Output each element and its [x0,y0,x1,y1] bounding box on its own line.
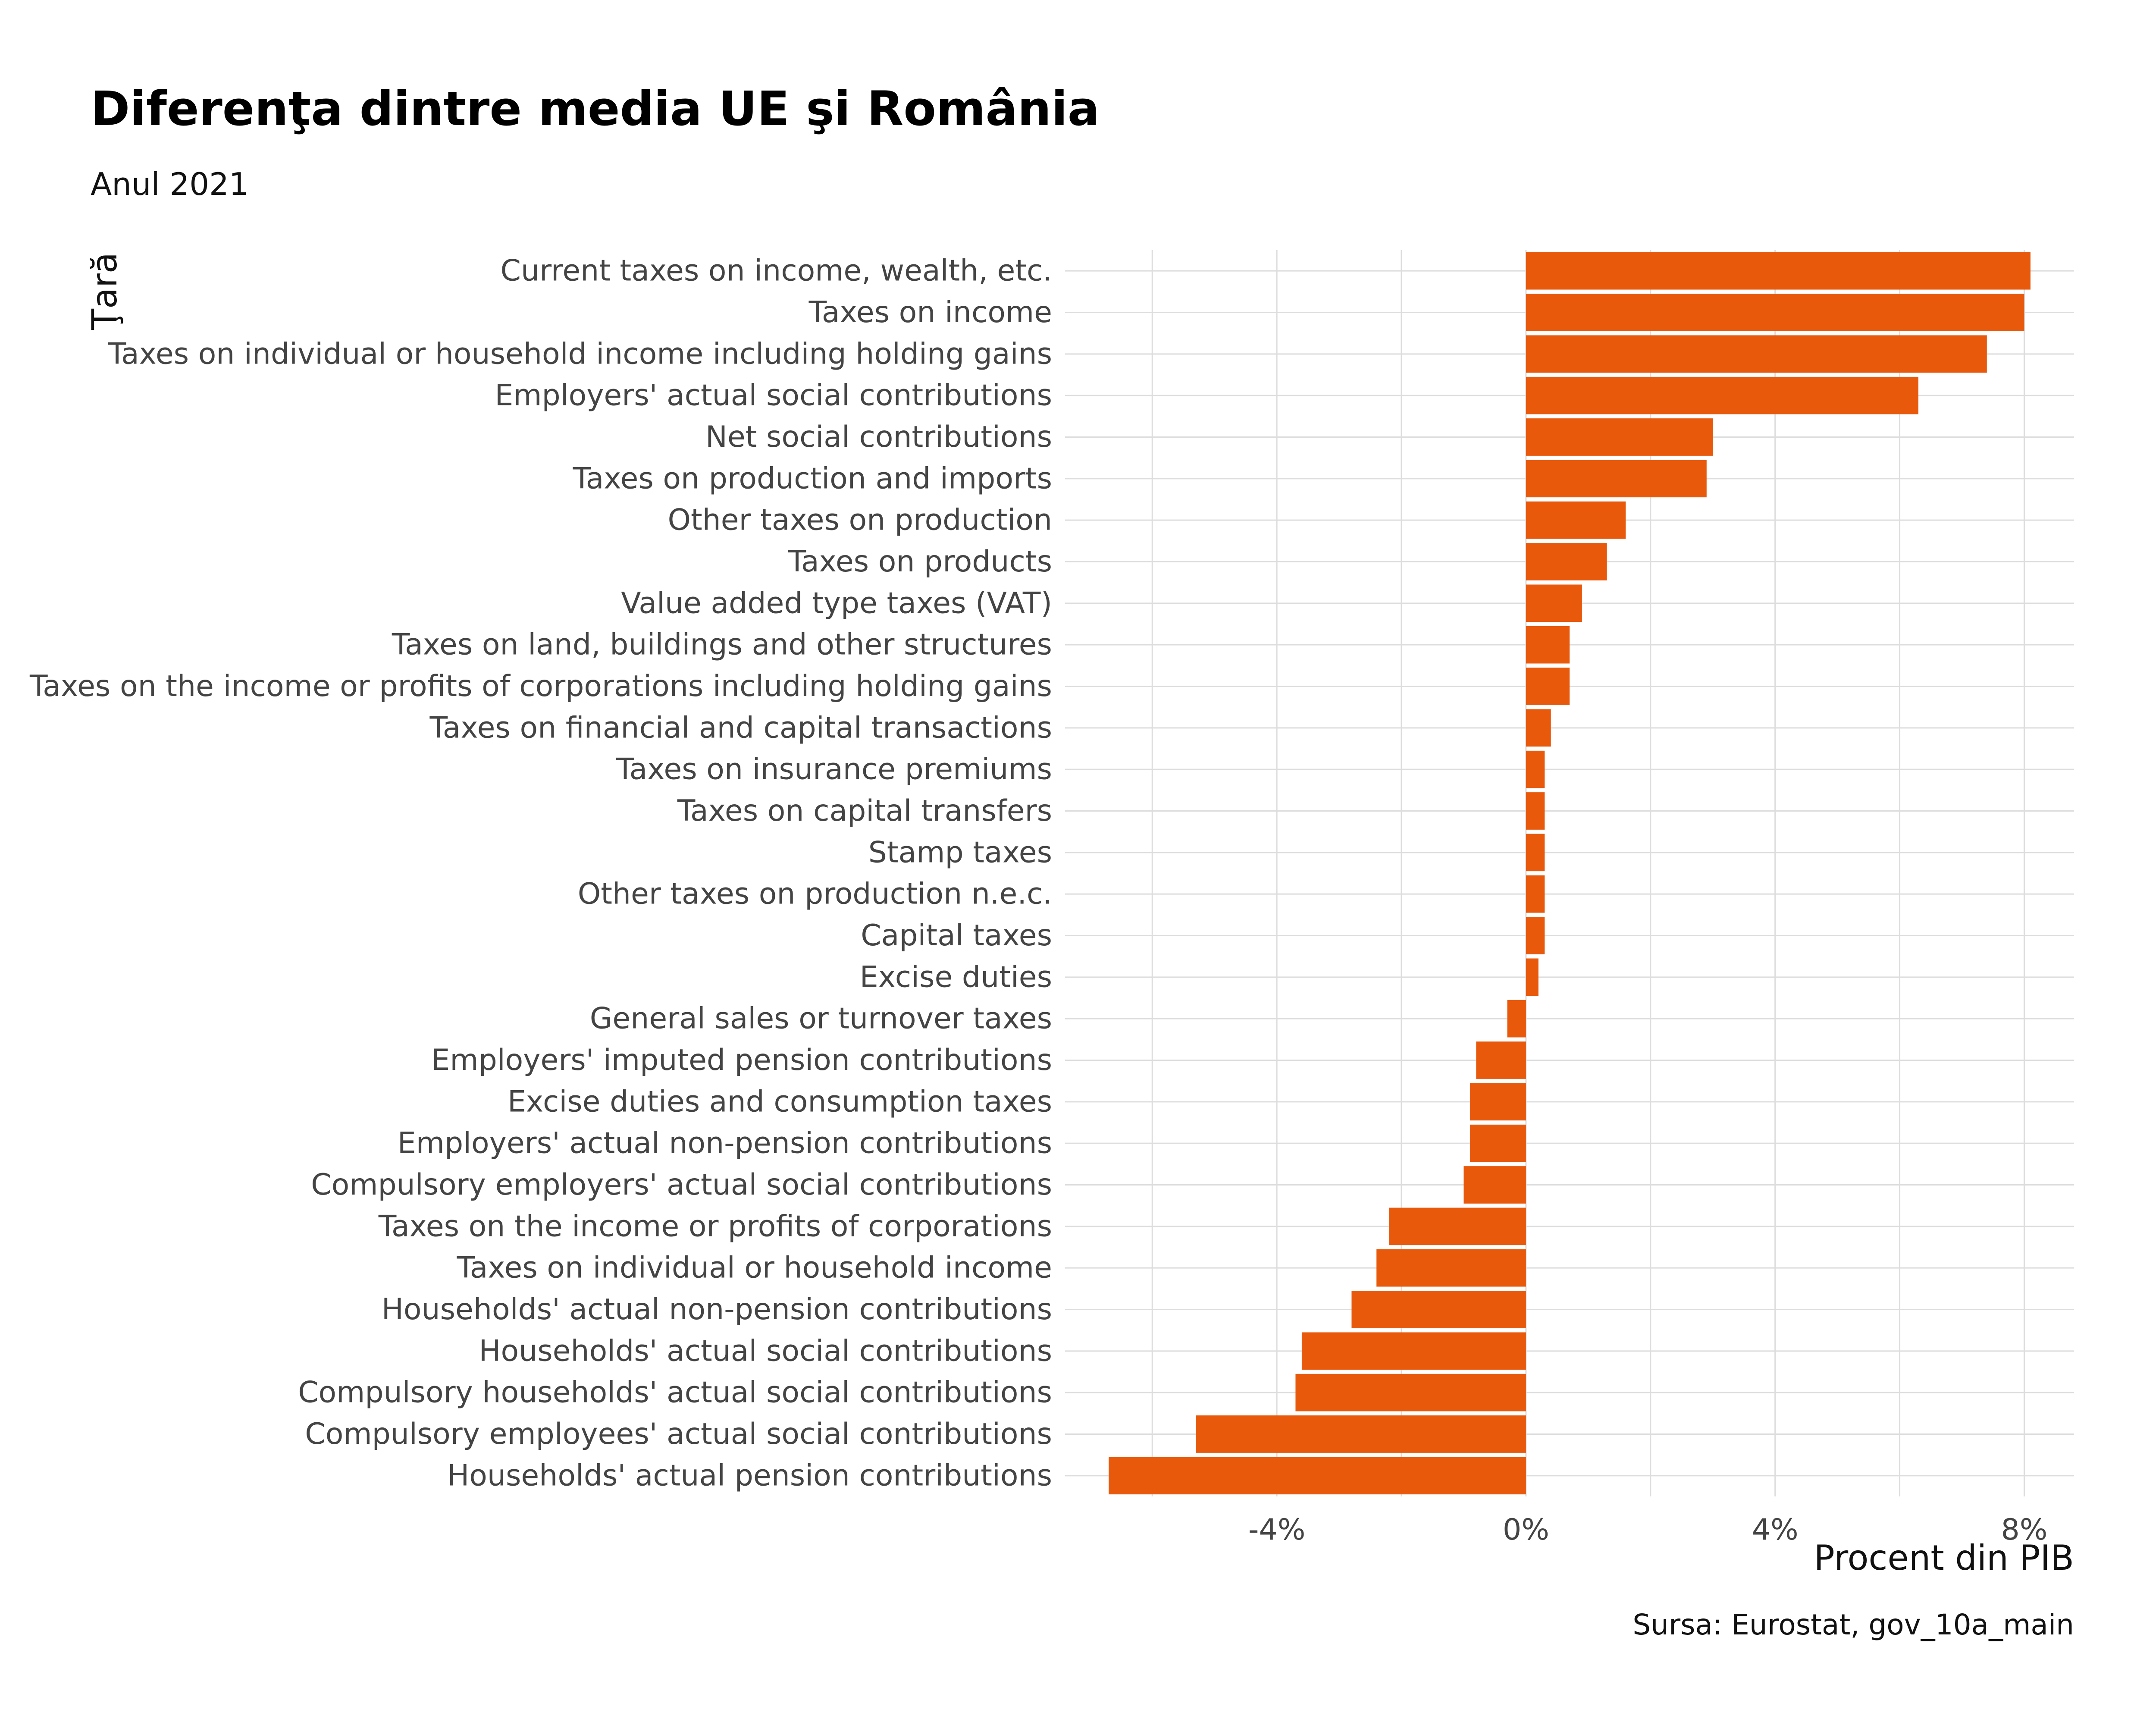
bar [1526,543,1607,580]
category-label: Value added type taxes (VAT) [621,586,1052,620]
bar [1526,584,1582,622]
chart-caption: Sursa: Eurostat, gov_10a_main [1633,1608,2074,1641]
bar [1526,626,1570,664]
category-label: Taxes on individual or household income [456,1251,1052,1285]
category-label: Compulsory employers' actual social cont… [311,1168,1052,1202]
category-label: Taxes on insurance premiums [616,753,1052,787]
bars [1109,252,2031,1495]
bar [1526,376,1918,414]
x-tick-label: 4% [1752,1513,1799,1547]
bar [1526,460,1707,498]
y-axis-title: Ţară [85,252,125,330]
bar [1526,252,2031,290]
bar [1526,750,1545,788]
category-label: Other taxes on production [667,503,1052,537]
category-label: Taxes on financial and capital transacti… [429,711,1052,745]
category-label: Taxes on production and imports [572,461,1052,496]
category-label: Excise duties [860,960,1052,994]
bar [1463,1166,1526,1204]
bar [1526,335,1987,373]
category-label: Households' actual social contributions [479,1334,1052,1368]
bar [1526,709,1551,747]
chart-subtitle: Anul 2021 [91,166,249,202]
bar [1526,294,2024,331]
bar [1526,917,1545,954]
category-label: Employers' actual social contributions [495,379,1052,413]
bar [1389,1208,1526,1245]
category-label: Employers' imputed pension contributions [431,1043,1052,1077]
bar [1196,1415,1526,1453]
category-label: Taxes on land, buildings and other struc… [392,628,1052,662]
category-label: Taxes on the income or profits of corpor… [378,1209,1052,1243]
category-label: Compulsory employees' actual social cont… [305,1417,1052,1451]
bar [1376,1249,1526,1287]
bar [1526,875,1545,913]
bar [1526,668,1570,705]
category-label: Households' actual pension contributions [447,1458,1052,1493]
bar [1526,792,1545,830]
bar [1507,1000,1526,1038]
x-tick-label: -4% [1248,1513,1305,1547]
category-label: Compulsory households' actual social con… [298,1376,1052,1410]
category-label: Capital taxes [861,919,1052,953]
category-labels: Current taxes on income, wealth, etc. Tax… [29,254,1052,1493]
category-label: Taxes on individual or household income … [108,337,1052,371]
category-label: Taxes on the income or profits of corpor… [29,669,1052,703]
category-label: Taxes on products [788,545,1052,579]
category-label: Stamp taxes [868,835,1052,869]
category-label: Taxes on capital transfers [677,794,1052,828]
category-label: Excise duties and consumption taxes [508,1085,1052,1119]
x-tick-labels: -4% 0% 4% 8% [1248,1513,2047,1547]
x-axis-title: Procent din PIB [1814,1538,2074,1578]
bar [1470,1083,1526,1121]
bar [1295,1374,1526,1411]
x-tick-label: 0% [1503,1513,1549,1547]
bar [1301,1332,1526,1370]
category-label: Employers' actual non-pension contributi… [398,1126,1052,1160]
bar [1476,1041,1526,1079]
chart-title: Diferenţa dintre media UE şi România [91,81,1100,136]
category-label: Households' actual non-pension contribut… [382,1292,1052,1327]
bar [1526,958,1539,996]
category-label: Taxes on income [808,295,1052,329]
x-tick-label: 8% [2001,1513,2047,1547]
bar [1526,834,1545,872]
category-label: Current taxes on income, wealth, etc. [501,254,1052,288]
bar [1526,501,1626,539]
category-label: Net social contributions [705,420,1052,454]
bar [1109,1457,1526,1495]
bar [1351,1291,1526,1328]
bar [1526,418,1713,456]
category-label: General sales or turnover taxes [590,1002,1052,1036]
category-label: Other taxes on production n.e.c. [578,877,1052,911]
bar [1470,1124,1526,1162]
